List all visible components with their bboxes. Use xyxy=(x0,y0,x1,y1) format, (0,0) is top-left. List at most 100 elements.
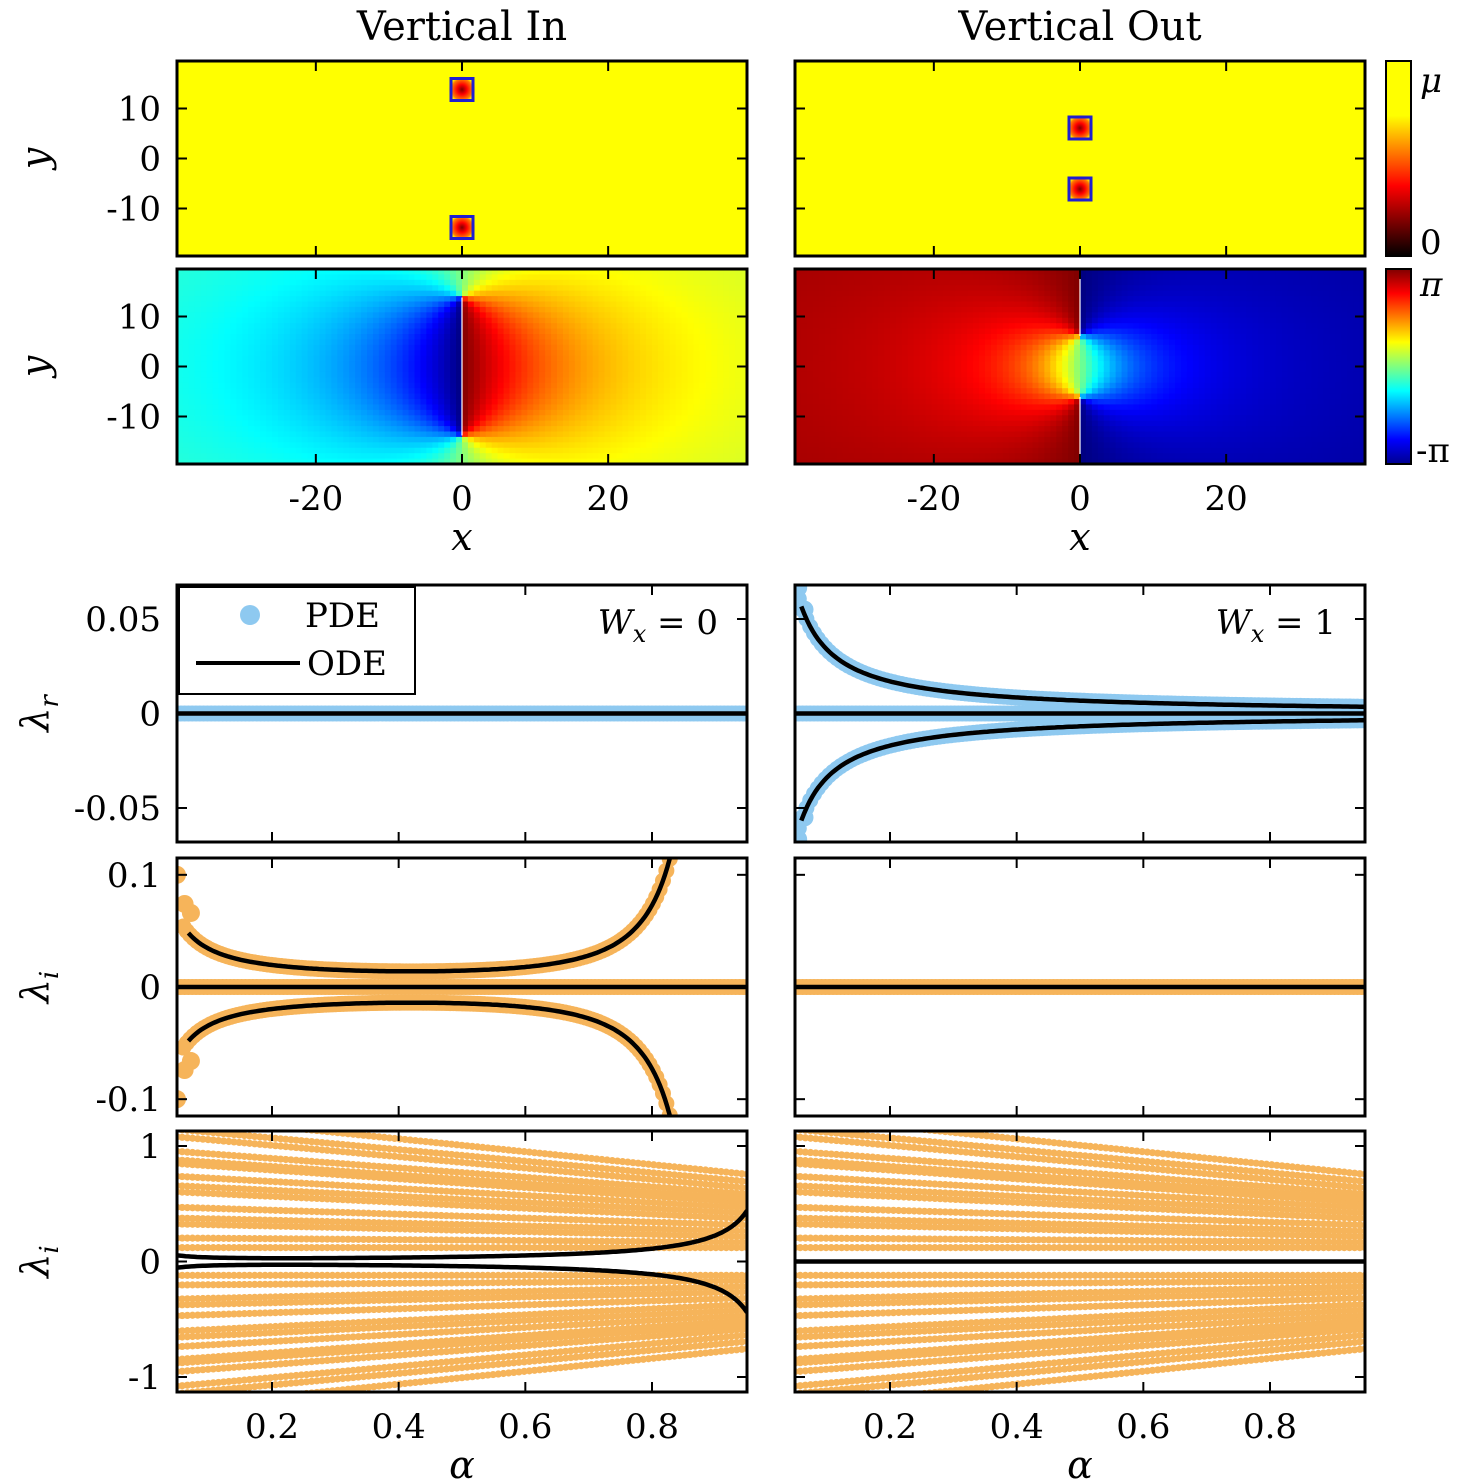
phase-out-cell xyxy=(1026,388,1034,395)
phase-out-cell xyxy=(967,382,974,389)
phase-in-cell xyxy=(574,323,582,330)
phase-in-cell xyxy=(669,339,677,346)
phase-out-cell xyxy=(830,312,838,319)
phase-in-cell xyxy=(266,415,273,422)
phase-in-cell xyxy=(515,431,522,438)
phase-in-cell xyxy=(646,431,653,438)
phase-in-cell xyxy=(521,323,528,330)
phase-out-cell xyxy=(848,279,855,286)
phase-in-cell xyxy=(675,361,683,368)
phase-in-cell xyxy=(580,323,588,330)
phase-in-cell xyxy=(438,339,445,346)
phase-in-cell xyxy=(361,301,368,308)
phase-in-cell xyxy=(372,350,380,357)
phase-out-cell xyxy=(890,350,897,357)
phase-out-cell xyxy=(919,453,927,460)
phase-out-cell xyxy=(890,415,897,422)
phase-in-cell xyxy=(396,290,404,297)
phase-in-cell xyxy=(741,361,747,368)
phase-out-cell xyxy=(860,274,867,281)
phase-out-cell xyxy=(996,393,1004,400)
phase-out-cell xyxy=(800,431,808,438)
phase-in-cell xyxy=(622,339,629,346)
phase-in-cell xyxy=(224,350,232,357)
phase-in-cell xyxy=(313,409,321,416)
phase-in-cell xyxy=(592,285,600,292)
phase-in-cell xyxy=(669,323,677,330)
phase-out-cell xyxy=(961,279,968,286)
phase-out-cell xyxy=(973,334,980,341)
phase-in-cell xyxy=(634,415,641,422)
phase-out-cell xyxy=(1038,393,1045,400)
phase-in-cell xyxy=(248,355,255,362)
phase-out-cell xyxy=(1008,371,1016,378)
phase-out-cell xyxy=(913,447,921,454)
phase-in-cell xyxy=(634,393,641,400)
phase-out-cell xyxy=(925,290,933,297)
phase-in-cell xyxy=(462,458,469,464)
phase-out-cell xyxy=(996,312,1004,319)
phase-in-cell xyxy=(473,274,481,281)
phase-in-cell xyxy=(372,388,380,395)
phase-out-cell xyxy=(818,269,826,276)
phase-out-cell xyxy=(1002,388,1010,395)
phase-out-cell xyxy=(996,339,1004,346)
phase-out-cell xyxy=(1008,350,1016,357)
phase-in-cell xyxy=(396,323,404,330)
phase-in-cell xyxy=(313,323,321,330)
phase-in-cell xyxy=(663,317,671,324)
density-in-marks xyxy=(448,75,476,242)
phase-in-cell xyxy=(378,393,386,400)
phase-in-cell xyxy=(497,420,505,427)
phase-in-cell xyxy=(432,290,439,297)
phase-out-cell xyxy=(1038,409,1045,416)
phase-in-cell xyxy=(355,290,362,297)
phase-in-cell xyxy=(735,350,742,357)
phase-in-cell xyxy=(675,399,683,406)
phase-in-cell xyxy=(283,447,291,454)
phase-out-cell xyxy=(800,350,808,357)
phase-out-cell xyxy=(836,361,844,368)
phase-in-cell xyxy=(384,350,392,357)
phase-in-cell xyxy=(675,274,683,281)
phase-in-cell xyxy=(533,431,540,438)
phase-in-cell xyxy=(289,420,297,427)
phase-in-cell xyxy=(248,334,255,341)
phase-in-cell xyxy=(408,431,416,438)
phase-out-cell xyxy=(943,279,950,286)
phase-in-cell xyxy=(420,328,427,335)
phase-in-cell xyxy=(331,447,338,454)
phase-in-cell xyxy=(224,426,232,433)
phase-in-cell xyxy=(479,328,487,335)
phase-in-cell xyxy=(254,436,261,443)
phase-in-cell xyxy=(408,366,416,373)
phase-in-cell xyxy=(242,453,249,460)
phase-in-cell xyxy=(444,285,451,292)
phase-in-cell xyxy=(462,301,469,308)
phase-in-cell xyxy=(598,306,606,313)
phase-out-cell xyxy=(878,361,885,368)
phase-out-cell xyxy=(848,301,855,308)
phase-in-cell xyxy=(503,436,511,443)
phase-in-cell xyxy=(450,339,457,346)
phase-out-cell xyxy=(1014,393,1022,400)
phase-in-cell xyxy=(479,399,487,406)
phase-in-cell xyxy=(491,404,499,411)
phase-in-cell xyxy=(533,328,540,335)
phase-in-cell xyxy=(372,317,380,324)
phase-out-cell xyxy=(800,404,808,411)
phase-in-cell xyxy=(272,274,279,281)
phase-in-cell xyxy=(260,415,267,422)
phase-out-cell xyxy=(872,328,879,335)
phase-in-cell xyxy=(491,306,499,313)
phase-in-cell xyxy=(414,269,422,276)
phase-out-cell xyxy=(836,366,844,373)
phase-in-cell xyxy=(699,431,707,438)
phase-in-cell xyxy=(390,458,398,464)
phase-in-cell xyxy=(741,290,747,297)
phase-in-cell xyxy=(741,344,747,351)
phase-in-cell xyxy=(295,296,303,303)
phase-in-cell xyxy=(456,274,463,281)
phase-out-cell xyxy=(800,453,808,460)
phase-out-cell xyxy=(836,382,844,389)
